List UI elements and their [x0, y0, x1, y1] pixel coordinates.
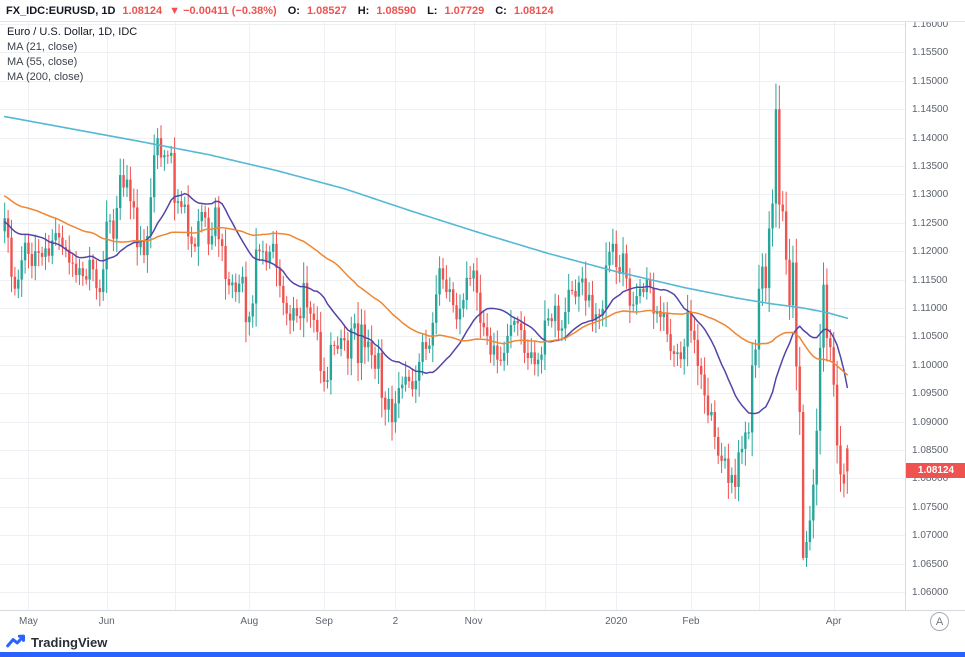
time-axis-label: Aug [240, 616, 259, 627]
legend-ma21[interactable]: MA (21, close) [7, 41, 78, 53]
symbol-title[interactable]: FX_IDC:EURUSD, 1D [6, 4, 116, 17]
time-axis-label: Feb [682, 616, 700, 627]
low-value: 1.07729 [444, 4, 485, 17]
last-price: 1.08124 [122, 4, 163, 17]
legend-ma200[interactable]: MA (200, close) [7, 71, 84, 83]
time-axis-label: Nov [464, 616, 483, 627]
price-axis-label: 1.06000 [912, 587, 949, 598]
brand-name[interactable]: TradingView [31, 634, 108, 650]
price-axis-label: 1.13500 [912, 161, 949, 172]
tradingview-logo[interactable] [6, 634, 26, 651]
price-axis-label: 1.10500 [912, 331, 949, 343]
high-value: 1.08590 [376, 4, 417, 17]
price-axis-label: 1.15000 [912, 75, 949, 87]
price-axis-label: 1.15500 [912, 47, 949, 59]
price-axis-label: 1.11000 [912, 303, 948, 314]
symbol-info-bar: FX_IDC:EURUSD, 1D 1.08124 ▼ −0.00411 (−0… [0, 0, 965, 22]
time-axis[interactable]: A May Jun Aug Sep 2 Nov 2020 Feb Apr [0, 610, 965, 632]
price-axis-label: 1.08500 [912, 445, 949, 456]
time-axis-label: Jun [98, 616, 115, 627]
open-value: 1.08527 [306, 4, 347, 17]
price-axis-label: 1.07500 [912, 501, 949, 513]
chart-legend: Euro / U.S. Dollar, 1D, IDC MA (21, clos… [7, 25, 137, 85]
last-price-tag: 1.08124 [906, 463, 965, 479]
close-label: C: [495, 4, 507, 17]
price-axis-label: 1.09000 [912, 416, 949, 428]
price-axis-label: 1.10000 [912, 359, 949, 371]
price-axis-label: 1.12500 [912, 217, 949, 229]
footer-bar: TradingView [0, 632, 965, 652]
tradingview-logo-icon [6, 634, 25, 647]
price-axis-label: 1.09500 [912, 388, 949, 400]
price-axis-label: 1.14500 [912, 104, 949, 116]
open-label: O: [287, 4, 300, 17]
price-axis-label: 1.06500 [912, 558, 949, 570]
time-axis-label: Apr [825, 616, 842, 627]
price-axis-label: 1.12000 [912, 246, 949, 258]
time-axis-label: May [19, 616, 38, 627]
close-value: 1.08124 [513, 4, 554, 17]
price-axis-label: 1.16000 [912, 22, 949, 30]
legend-symbol[interactable]: Euro / U.S. Dollar, 1D, IDC [7, 26, 138, 38]
price-axis-label: 1.07000 [912, 530, 949, 542]
price-change: ▼ −0.00411 (−0.38%) [169, 4, 277, 17]
bottom-accent-bar [0, 652, 965, 657]
price-axis-label: 1.11500 [912, 274, 948, 286]
price-axis[interactable]: 1.08124 1.16000 1.15500 1.15000 1.14500 1.14… [905, 22, 965, 610]
attribution-button[interactable]: A [930, 612, 949, 631]
price-chart[interactable] [0, 22, 905, 610]
time-axis-label: Sep [315, 616, 333, 627]
price-axis-label: 1.08000 [912, 473, 949, 485]
price-axis-label: 1.14000 [912, 132, 949, 144]
legend-ma55[interactable]: MA (55, close) [7, 56, 78, 68]
time-axis-label: 2020 [605, 616, 628, 627]
time-axis-label: 2 [392, 616, 399, 627]
low-label: L: [427, 4, 438, 17]
chart-pane: Euro / U.S. Dollar, 1D, IDC MA (21, clos… [0, 22, 965, 610]
price-axis-label: 1.13000 [912, 189, 949, 201]
high-label: H: [357, 4, 370, 17]
